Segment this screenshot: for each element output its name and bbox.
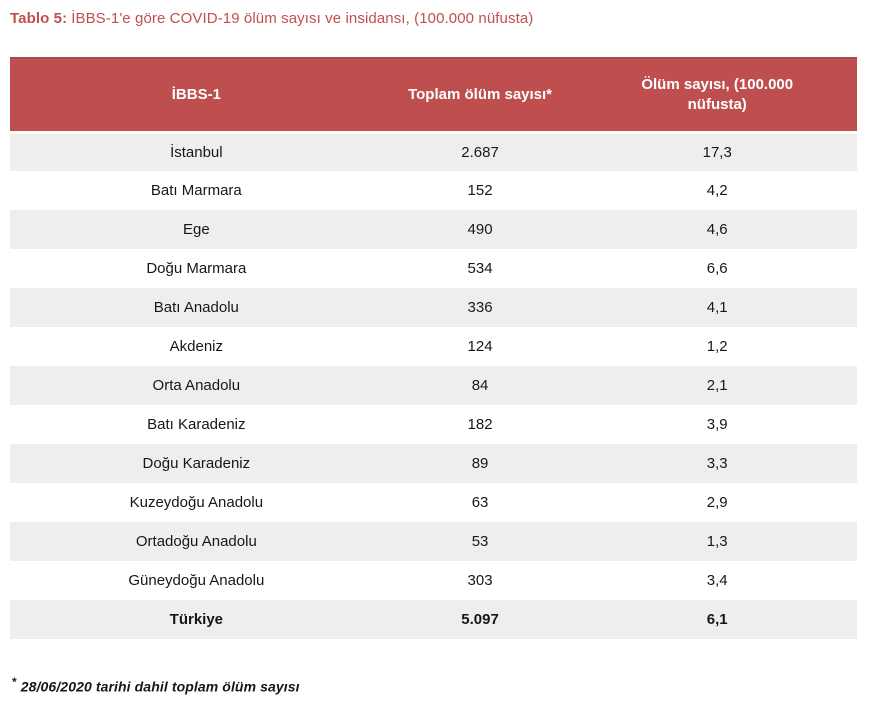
cell-total-deaths: 152 <box>382 171 578 210</box>
cell-incidence: 2,1 <box>577 366 857 405</box>
cell-total-deaths: 63 <box>382 483 578 522</box>
cell-total-deaths: 5.097 <box>382 600 578 639</box>
cell-region: İstanbul <box>10 130 383 171</box>
cell-region: Ege <box>10 210 383 249</box>
table-row: İstanbul 2.687 17,3 <box>10 130 857 171</box>
cell-total-deaths: 2.687 <box>382 130 578 171</box>
cell-region: Doğu Karadeniz <box>10 444 383 483</box>
cell-region: Orta Anadolu <box>10 366 383 405</box>
cell-incidence: 3,9 <box>577 405 857 444</box>
table-row: Doğu Karadeniz 89 3,3 <box>10 444 857 483</box>
table-caption: Tablo 5: İBBS-1'e göre COVID-19 ölüm sayı… <box>10 10 870 28</box>
footnote-marker: * <box>12 675 17 689</box>
cell-region: Ortadoğu Anadolu <box>10 522 383 561</box>
covid-deaths-table: İBBS-1 Toplam ölüm sayısı* Ölüm sayısı, … <box>10 57 857 639</box>
cell-region: Batı Karadeniz <box>10 405 383 444</box>
table-row: Ortadoğu Anadolu 53 1,3 <box>10 522 857 561</box>
table-caption-text: İBBS-1'e göre COVID-19 ölüm sayısı ve in… <box>71 10 534 27</box>
cell-incidence: 2,9 <box>577 483 857 522</box>
cell-region: Batı Anadolu <box>10 288 383 327</box>
table-row: Kuzeydoğu Anadolu 63 2,9 <box>10 483 857 522</box>
table-header-row: İBBS-1 Toplam ölüm sayısı* Ölüm sayısı, … <box>10 57 857 133</box>
table-row: Akdeniz 124 1,2 <box>10 327 857 366</box>
cell-incidence: 4,1 <box>577 288 857 327</box>
table-row: Batı Karadeniz 182 3,9 <box>10 405 857 444</box>
cell-total-deaths: 84 <box>382 366 578 405</box>
cell-incidence: 3,4 <box>577 561 857 600</box>
cell-incidence: 17,3 <box>577 130 857 171</box>
footnote: * 28/06/2020 tarihi dahil toplam ölüm say… <box>12 675 870 695</box>
table-row: Orta Anadolu 84 2,1 <box>10 366 857 405</box>
cell-region: Kuzeydoğu Anadolu <box>10 483 383 522</box>
table-row: Ege 490 4,6 <box>10 210 857 249</box>
footnote-text: 28/06/2020 tarihi dahil toplam ölüm sayı… <box>20 678 300 695</box>
header-incidence: Ölüm sayısı, (100.000 nüfusta) <box>577 57 857 133</box>
table-row: Batı Marmara 152 4,2 <box>10 171 857 210</box>
table-row: Güneydoğu Anadolu 303 3,4 <box>10 561 857 600</box>
cell-incidence: 1,2 <box>577 327 857 366</box>
cell-incidence: 4,6 <box>577 210 857 249</box>
table-row: Batı Anadolu 336 4,1 <box>10 288 857 327</box>
cell-region: Doğu Marmara <box>10 249 383 288</box>
cell-total-deaths: 534 <box>382 249 578 288</box>
cell-region: Türkiye <box>10 600 383 639</box>
cell-region: Güneydoğu Anadolu <box>10 561 383 600</box>
cell-incidence: 3,3 <box>577 444 857 483</box>
cell-total-deaths: 303 <box>382 561 578 600</box>
cell-incidence: 6,1 <box>577 600 857 639</box>
table-row: Doğu Marmara 534 6,6 <box>10 249 857 288</box>
header-incidence-label: Ölüm sayısı, (100.000 nüfusta) <box>641 75 794 113</box>
cell-total-deaths: 490 <box>382 210 578 249</box>
cell-total-deaths: 336 <box>382 288 578 327</box>
header-total-deaths: Toplam ölüm sayısı* <box>382 57 578 133</box>
cell-region: Akdeniz <box>10 327 383 366</box>
cell-region: Batı Marmara <box>10 171 383 210</box>
table-header: İBBS-1 Toplam ölüm sayısı* Ölüm sayısı, … <box>10 57 857 133</box>
cell-incidence: 6,6 <box>577 249 857 288</box>
header-region: İBBS-1 <box>10 57 383 133</box>
cell-incidence: 4,2 <box>577 171 857 210</box>
table-row: Türkiye 5.097 6,1 <box>10 600 857 639</box>
table-caption-label: Tablo 5: <box>10 10 68 27</box>
cell-total-deaths: 182 <box>382 405 578 444</box>
cell-total-deaths: 89 <box>382 444 578 483</box>
table-body: İstanbul 2.687 17,3 Batı Marmara 152 4,2 Ege 49… <box>10 130 857 639</box>
cell-incidence: 1,3 <box>577 522 857 561</box>
cell-total-deaths: 53 <box>382 522 578 561</box>
cell-total-deaths: 124 <box>382 327 578 366</box>
